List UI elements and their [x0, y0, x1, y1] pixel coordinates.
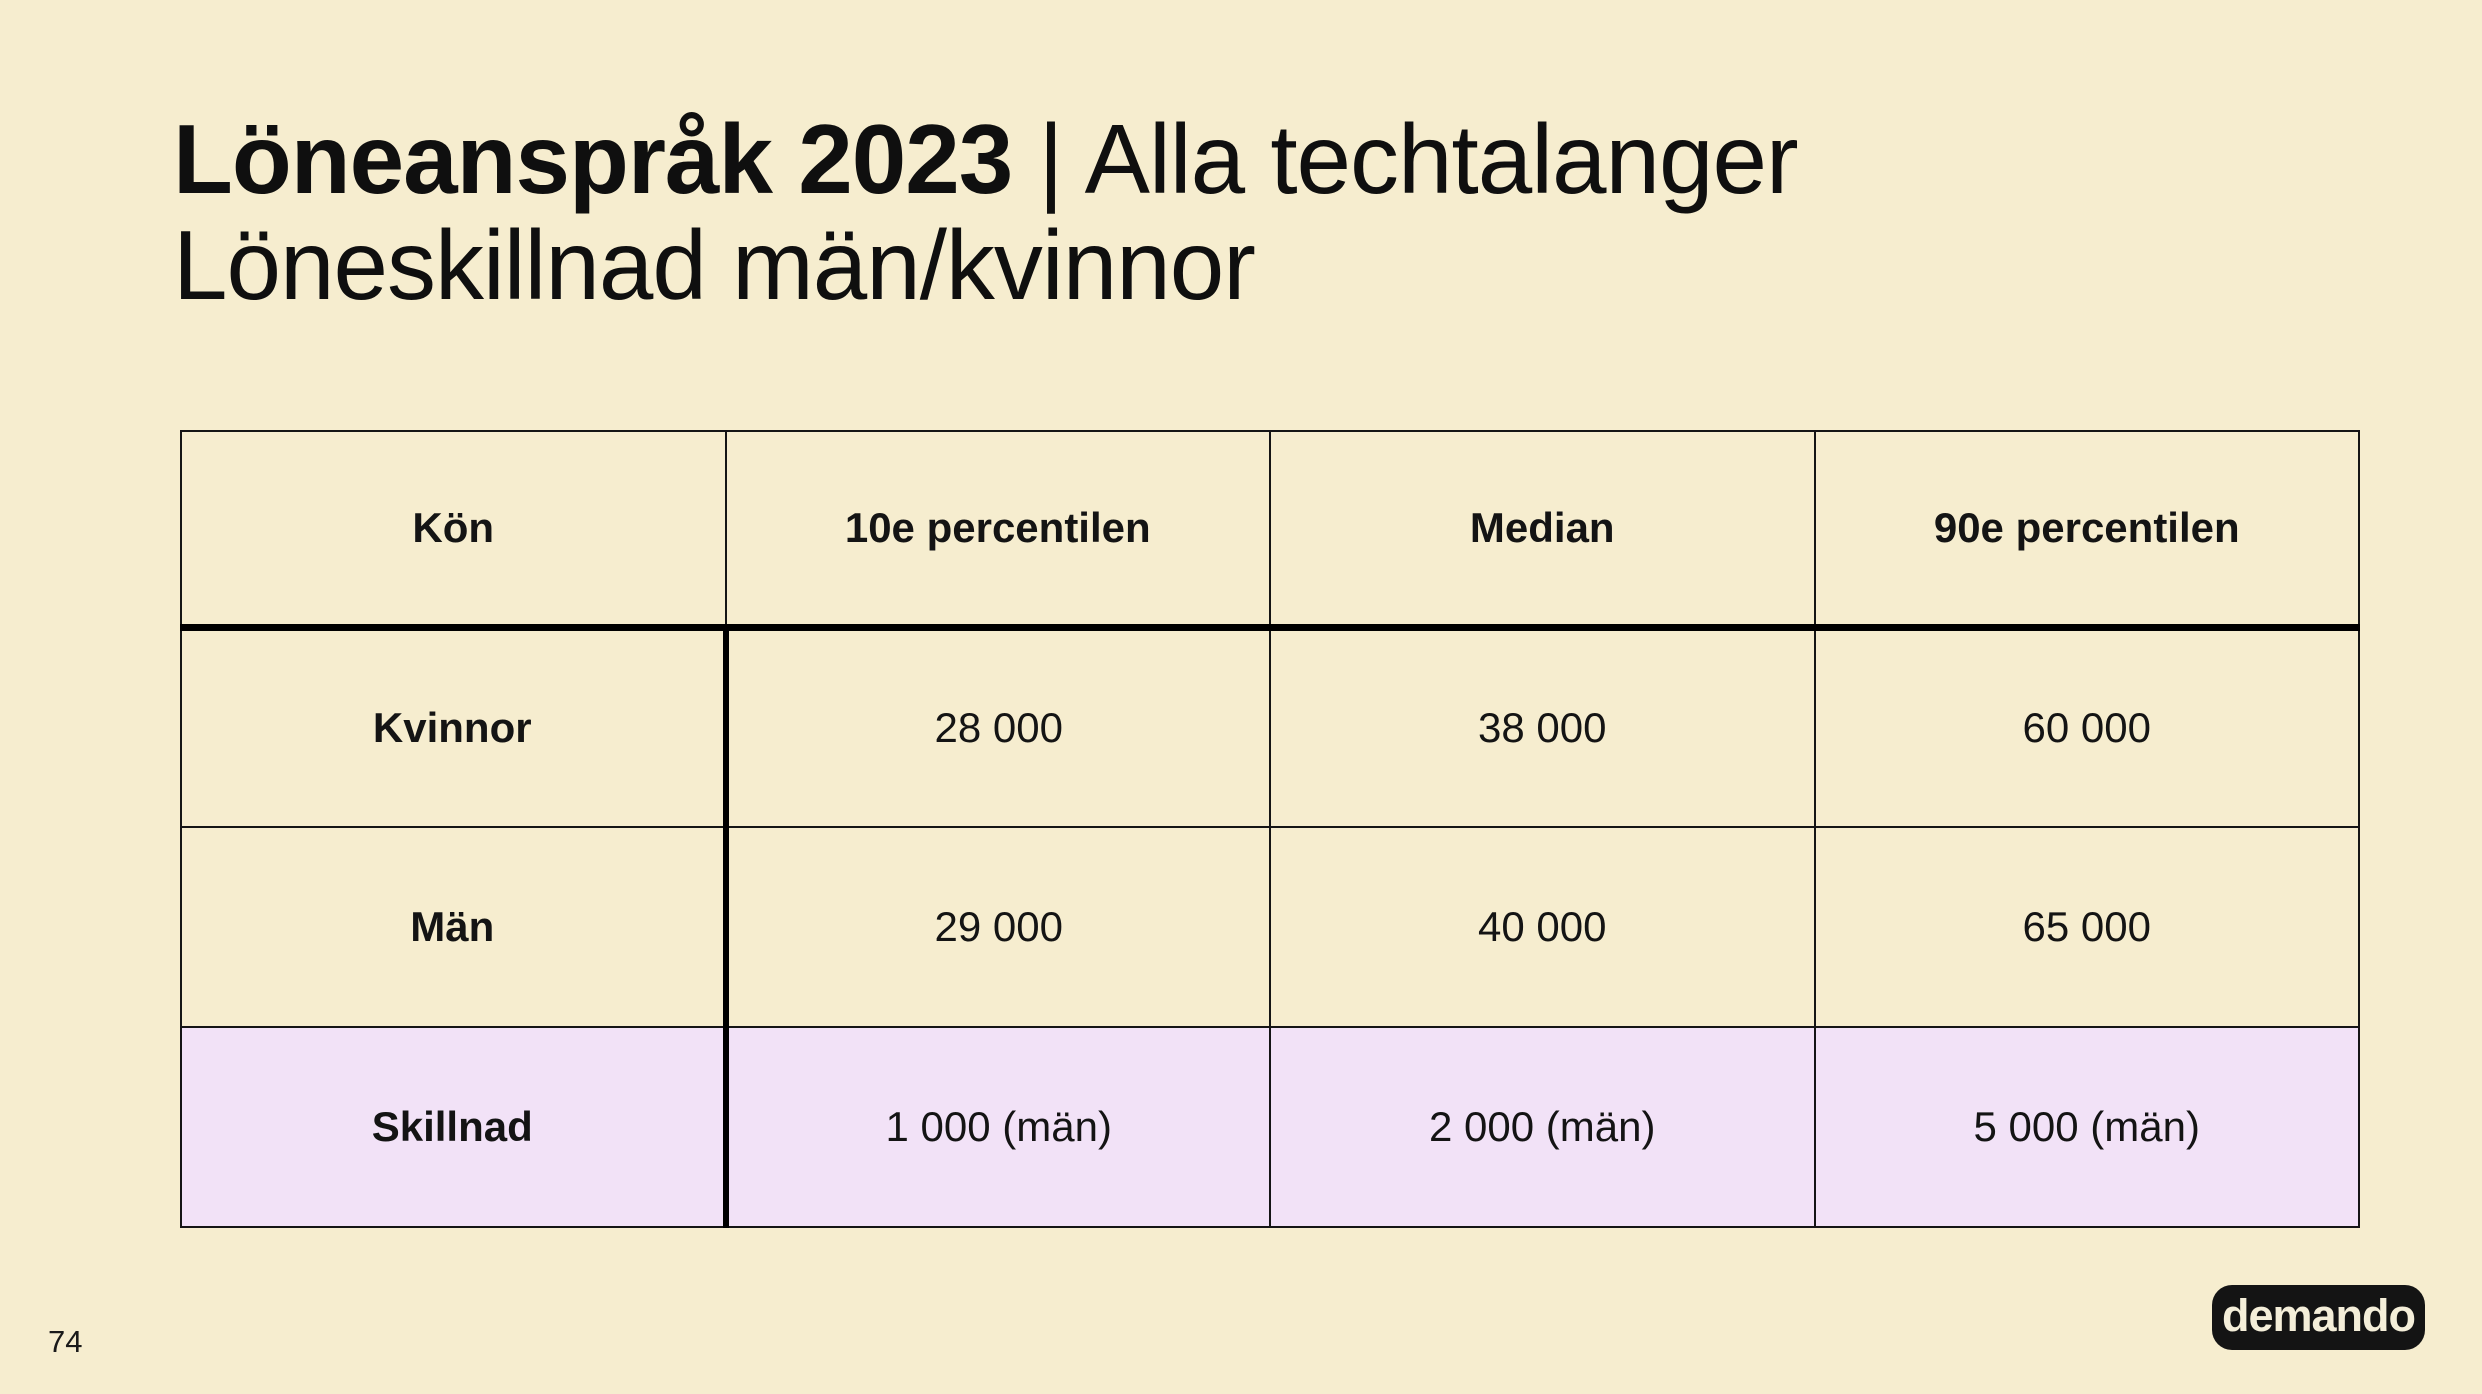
- table-cell: 60 000: [1813, 626, 2360, 828]
- table-cell: 5 000 (män): [1813, 1026, 2360, 1228]
- row-label-cell: Män: [180, 826, 729, 1028]
- salary-table: Kön 10e percentilen Median 90e percentil…: [180, 430, 2360, 1228]
- row-label-cell: Kvinnor: [180, 626, 729, 828]
- page-number: 74: [48, 1324, 83, 1359]
- table-cell: 1 000 (män): [724, 1026, 1271, 1228]
- title-line2: Löneskillnad män/kvinnor: [173, 210, 1256, 320]
- table-cell: 29 000: [724, 826, 1271, 1028]
- table-cell: 38 000: [1269, 626, 1816, 828]
- demando-logo: demando: [2212, 1285, 2425, 1350]
- column-header-10e-percentilen: 10e percentilen: [724, 430, 1271, 631]
- page-title: Löneanspråk 2023 | Alla techtalanger Lönes…: [173, 104, 1799, 320]
- table-row-man: Män 29 000 40 000 65 000: [180, 826, 2360, 1028]
- demando-logo-text: demando: [2221, 1290, 2416, 1341]
- table-cell: 2 000 (män): [1269, 1026, 1816, 1228]
- title-line1: Löneanspråk 2023 | Alla techtalanger: [173, 104, 1799, 214]
- column-header-median: Median: [1269, 430, 1816, 631]
- column-header-90e-percentilen: 90e percentilen: [1813, 430, 2360, 631]
- title-bold-segment: Löneanspråk 2023: [173, 104, 1013, 214]
- table-cell: 65 000: [1813, 826, 2360, 1028]
- table-row-kvinnor: Kvinnor 28 000 38 000 60 000: [180, 626, 2360, 828]
- table-cell: 28 000: [724, 626, 1271, 828]
- table-row-skillnad: Skillnad 1 000 (män) 2 000 (män) 5 000 (…: [180, 1026, 2360, 1228]
- title-separator: |: [1038, 104, 1063, 214]
- row-label-cell: Skillnad: [180, 1026, 729, 1228]
- column-header-kon: Kön: [180, 430, 727, 631]
- title-regular-segment: Alla techtalanger: [1084, 104, 1799, 214]
- table-cell: 40 000: [1269, 826, 1816, 1028]
- table-header-row: Kön 10e percentilen Median 90e percentil…: [180, 430, 2360, 631]
